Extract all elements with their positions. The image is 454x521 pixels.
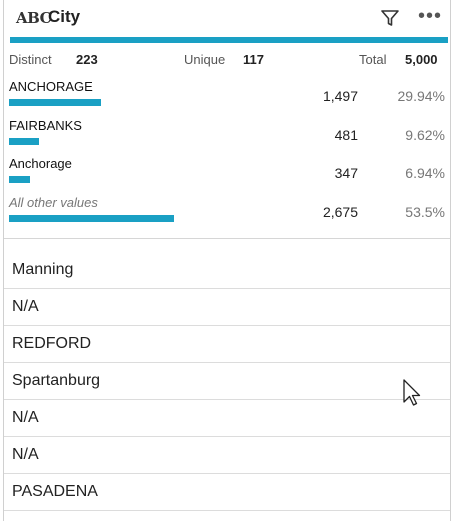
- column-title: City: [48, 7, 81, 26]
- frequency-bar: [9, 99, 101, 106]
- filter-icon[interactable]: [380, 8, 400, 28]
- mouse-pointer-icon: [403, 379, 421, 406]
- value-cell[interactable]: N/A: [4, 289, 450, 326]
- frequency-count: 481: [334, 127, 358, 143]
- frequency-percent: 9.62%: [405, 127, 445, 143]
- unique-label: Unique: [184, 52, 226, 67]
- frequency-percent: 6.94%: [405, 165, 445, 181]
- column-profile-card: ABC City ••• Distinct 223 Unique 117 Tot…: [3, 0, 451, 521]
- value-cell-text: REDFORD: [12, 335, 92, 352]
- value-cell[interactable]: N/A: [4, 400, 450, 437]
- frequency-row[interactable]: FAIRBANKS 481 9.62%: [4, 118, 450, 156]
- frequency-row[interactable]: Anchorage 347 6.94%: [4, 156, 450, 194]
- frequency-bar: [9, 176, 30, 183]
- frequency-count: 347: [334, 165, 358, 181]
- value-cell[interactable]: Spartanburg: [4, 363, 450, 400]
- value-cell-text: N/A: [12, 298, 39, 315]
- frequency-bar: [9, 215, 174, 222]
- total-label: Total: [359, 52, 387, 67]
- column-quality-bar: [10, 37, 448, 43]
- value-cell[interactable]: N/A: [4, 437, 450, 474]
- frequency-value-name: Anchorage: [9, 156, 72, 171]
- summary-divider: [4, 238, 450, 239]
- frequency-count: 2,675: [322, 204, 358, 220]
- frequency-percent: 53.5%: [405, 204, 445, 220]
- frequency-value-name: All other values: [9, 195, 98, 210]
- text-type-icon: ABC: [16, 9, 52, 27]
- value-cell-text: N/A: [12, 409, 39, 426]
- frequency-value-name: FAIRBANKS: [9, 118, 82, 133]
- value-cell-text: N/A: [12, 446, 39, 463]
- frequency-value-name: ANCHORAGE: [9, 79, 93, 94]
- value-cell[interactable]: PASADENA: [4, 474, 450, 511]
- value-cell-text: PASADENA: [12, 483, 98, 500]
- frequency-bar: [9, 138, 39, 145]
- more-options-icon[interactable]: •••: [418, 5, 443, 27]
- distinct-value: 223: [76, 52, 98, 67]
- distinct-label: Distinct: [9, 52, 52, 67]
- unique-value: 117: [243, 52, 264, 67]
- frequency-row-other[interactable]: All other values 2,675 53.5%: [4, 195, 450, 233]
- column-header: ABC City •••: [4, 0, 450, 36]
- value-cell[interactable]: Manning: [4, 252, 450, 289]
- frequency-row[interactable]: ANCHORAGE 1,497 29.94%: [4, 79, 450, 117]
- frequency-percent: 29.94%: [397, 88, 445, 104]
- value-cell[interactable]: REDFORD: [4, 326, 450, 363]
- frequency-count: 1,497: [322, 88, 358, 104]
- stats-row: Distinct 223 Unique 117 Total 5,000: [4, 52, 450, 70]
- total-value: 5,000: [405, 52, 438, 67]
- value-cell-text: Spartanburg: [12, 372, 101, 389]
- value-cell-text: Manning: [12, 261, 74, 278]
